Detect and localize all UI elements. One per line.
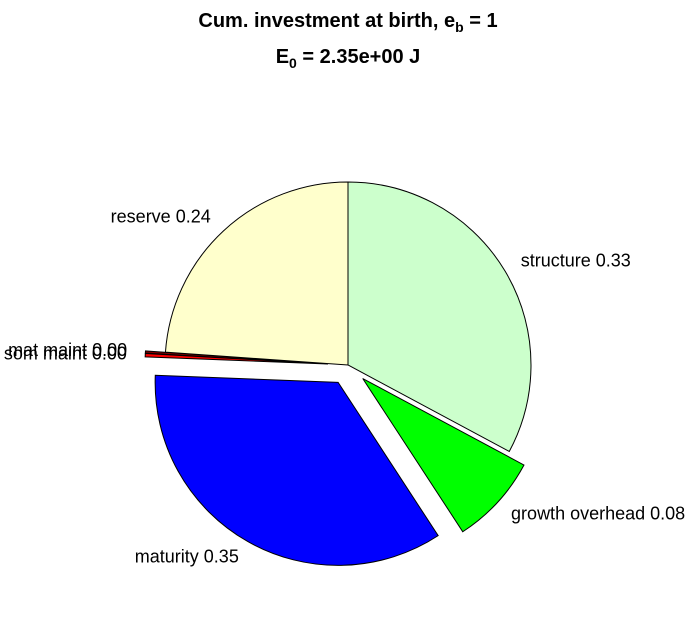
- slice-value: 0.00: [92, 340, 127, 360]
- slice-name: mat maint: [8, 340, 87, 360]
- slice-name: maturity: [135, 546, 199, 566]
- pie-slice: [154, 374, 439, 566]
- pie-slice: [362, 378, 525, 533]
- pie-slice: [347, 181, 532, 453]
- slice-name: reserve: [111, 206, 171, 226]
- pie-slice: [164, 181, 349, 366]
- slice-value: 0.00: [92, 343, 127, 363]
- slice-name: som maint: [4, 343, 87, 363]
- slice-label: mat maint 0.00: [8, 340, 127, 360]
- slice-value: 0.08: [650, 503, 685, 523]
- slice-label: structure 0.33: [521, 250, 631, 270]
- slice-label: reserve 0.24: [111, 206, 211, 226]
- slice-name: growth overhead: [511, 503, 645, 523]
- slice-label: som maint 0.00: [4, 343, 127, 363]
- slice-label: maturity 0.35: [135, 546, 239, 566]
- slice-value: 0.33: [596, 250, 631, 270]
- chart-subtitle: E0 = 2.35e+00 J: [276, 46, 421, 70]
- slice-label: growth overhead 0.08: [511, 503, 685, 523]
- slice-value: 0.24: [176, 206, 211, 226]
- slice-name: structure: [521, 250, 591, 270]
- slice-value: 0.35: [204, 546, 239, 566]
- chart-title: Cum. investment at birth, eb = 1: [198, 10, 497, 34]
